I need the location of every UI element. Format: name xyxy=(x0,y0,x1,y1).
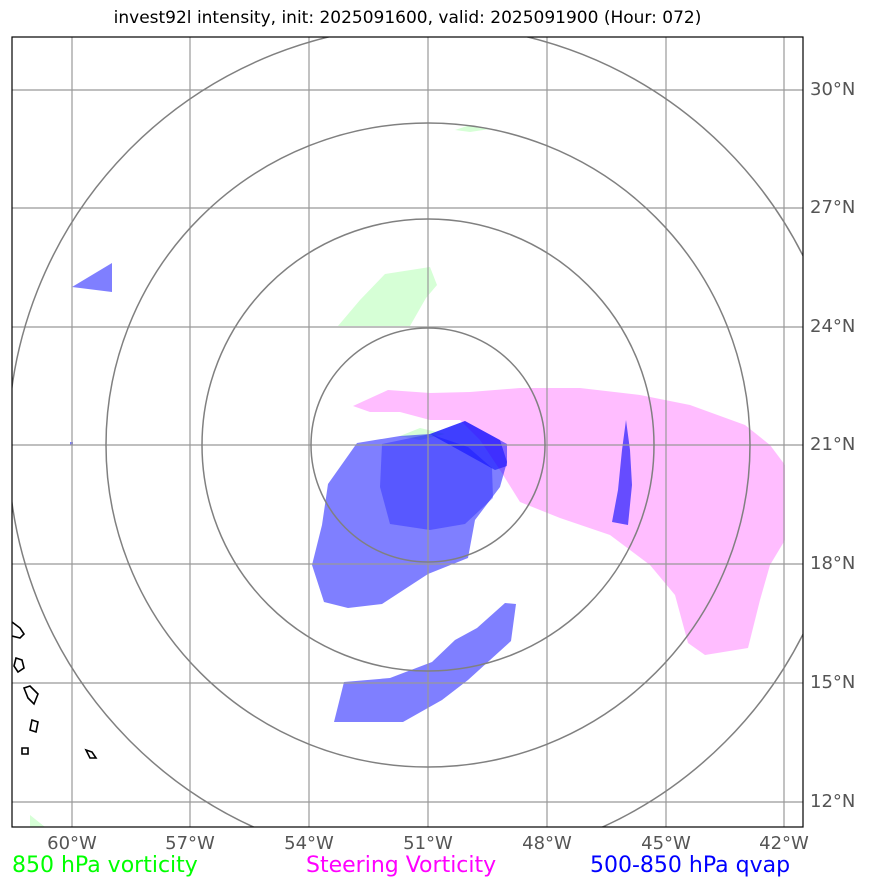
lon-label: 42°W xyxy=(759,833,809,854)
range-ring xyxy=(201,218,655,672)
range-rings xyxy=(12,37,803,827)
vorticity-850-patch xyxy=(30,815,45,827)
lon-label: 51°W xyxy=(403,833,453,854)
coastlines xyxy=(12,621,98,759)
lat-label: 15°N xyxy=(810,672,856,693)
qvap-patch xyxy=(612,420,632,525)
lon-label: 48°W xyxy=(522,833,572,854)
lon-label: 57°W xyxy=(165,833,215,854)
map-title: invest92l intensity, init: 2025091600, v… xyxy=(113,8,702,28)
plot-frame xyxy=(11,36,804,828)
lat-lon-gridlines xyxy=(12,37,803,827)
vorticity-850-patch xyxy=(338,267,437,326)
lat-label: 18°N xyxy=(810,553,856,574)
lat-label: 27°N xyxy=(810,197,856,218)
steering-vorticity-field xyxy=(353,388,785,655)
lat-label: 24°N xyxy=(810,316,856,337)
lat-label: 12°N xyxy=(810,791,856,812)
island-outline xyxy=(12,621,26,639)
vorticity-850-patch xyxy=(455,125,490,132)
lon-label: 54°W xyxy=(284,833,334,854)
island-outline xyxy=(29,718,39,734)
lon-label: 60°W xyxy=(47,833,97,854)
qvap-patch xyxy=(72,263,112,292)
range-ring xyxy=(105,122,751,768)
lat-label: 30°N xyxy=(810,79,856,100)
lon-label: 45°W xyxy=(641,833,691,854)
legend-vorticity-850: 850 hPa vorticity xyxy=(12,853,198,878)
lat-label: 21°N xyxy=(810,434,856,455)
qvap-patch xyxy=(312,421,507,608)
qvap-patch xyxy=(334,603,516,722)
qvap-patch xyxy=(380,434,493,530)
island-outline xyxy=(21,747,29,755)
legend-steering-vorticity: Steering Vorticity xyxy=(306,853,497,878)
island-outline xyxy=(22,685,39,706)
island-outline xyxy=(84,748,98,759)
legend-qvap: 500-850 hPa qvap xyxy=(590,853,791,878)
island-outline xyxy=(13,656,25,674)
range-ring xyxy=(310,327,546,563)
